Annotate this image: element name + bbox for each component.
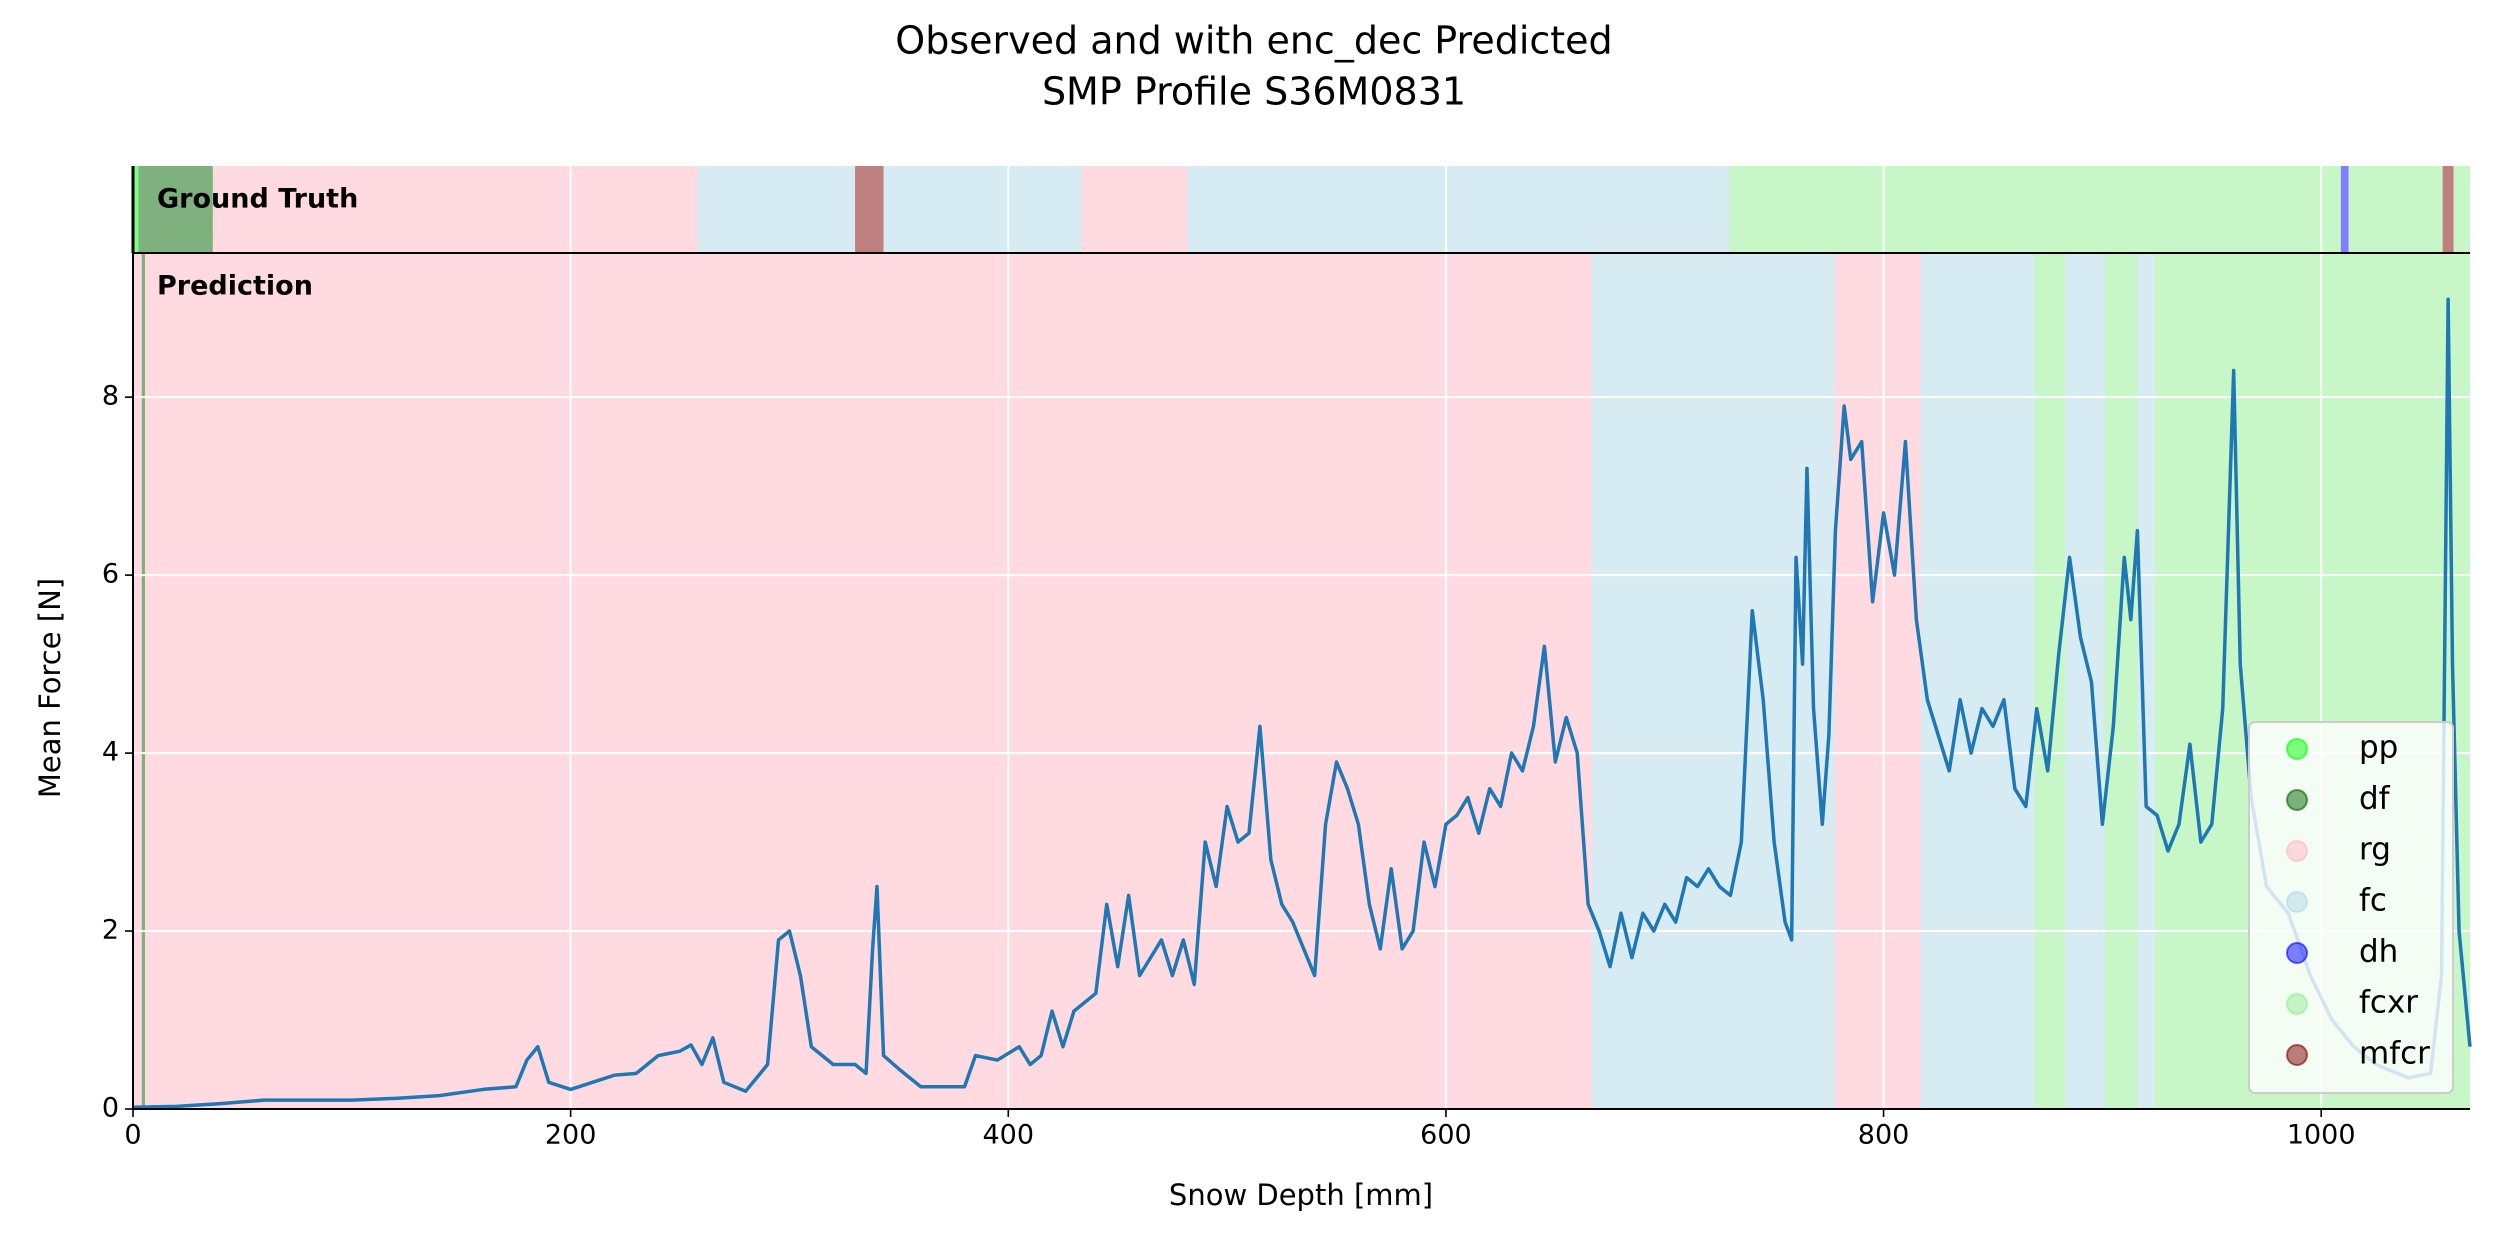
class-span [2453, 166, 2470, 253]
legend-marker [2286, 789, 2308, 811]
class-span [1081, 166, 1188, 253]
class-span [1729, 166, 2341, 253]
legend-label: fcxr [2359, 985, 2418, 1021]
panel-label: Prediction [157, 271, 313, 302]
y-tick-label: 8 [102, 381, 119, 412]
legend-marker [2286, 942, 2308, 964]
data-line [132, 297, 2472, 1109]
x-tick-label: 400 [983, 1120, 1035, 1151]
class-span [2034, 253, 2066, 1109]
class-span [138, 166, 213, 253]
panel-label: Ground Truth [157, 184, 358, 215]
x-tick-label: 0 [124, 1120, 141, 1151]
class-span [2442, 166, 2454, 253]
class-span [883, 166, 1082, 253]
class-span [1834, 253, 1921, 1109]
class-span [212, 166, 698, 253]
class-span [145, 253, 1592, 1109]
class-span [1591, 253, 1835, 1109]
legend-marker [2286, 891, 2308, 913]
legend-label: rg [2359, 832, 2391, 868]
x-tick-label: 800 [1858, 1120, 1910, 1151]
class-span [141, 253, 146, 1109]
y-tick-label: 6 [102, 559, 119, 590]
legend-label: pp [2359, 730, 2398, 766]
class-span [1187, 166, 1730, 253]
class-span [855, 166, 884, 253]
y-tick-label: 2 [102, 915, 119, 946]
legend-marker [2286, 1044, 2308, 1066]
legend-marker [2286, 993, 2308, 1015]
x-axis-label: Snow Depth [mm] [1169, 1178, 1433, 1212]
y-tick-label: 0 [102, 1093, 119, 1124]
legend-label: fc [2359, 883, 2387, 919]
class-span [133, 166, 139, 253]
legend-label: dh [2359, 934, 2398, 970]
legend-marker [2286, 840, 2308, 862]
y-axis-label: Mean Force [N] [33, 578, 67, 798]
x-tick-label: 1000 [2287, 1120, 2356, 1151]
legend-label: mfcr [2359, 1036, 2430, 1072]
class-span [2137, 253, 2155, 1109]
class-span [1920, 253, 2035, 1109]
x-tick-label: 600 [1420, 1120, 1472, 1151]
legend-marker [2286, 738, 2308, 760]
class-span [697, 166, 856, 253]
x-tick-label: 200 [545, 1120, 597, 1151]
class-span [2104, 253, 2138, 1109]
class-span [2065, 253, 2105, 1109]
class-span [2340, 166, 2349, 253]
class-span [2348, 166, 2443, 253]
y-tick-label: 4 [102, 737, 119, 768]
chart-subtitle: SMP Profile S36M0831 [1042, 70, 1466, 114]
class-span [133, 253, 142, 1109]
chart-title: Observed and with enc_dec Predicted [895, 19, 1612, 63]
legend-label: df [2359, 781, 2391, 817]
